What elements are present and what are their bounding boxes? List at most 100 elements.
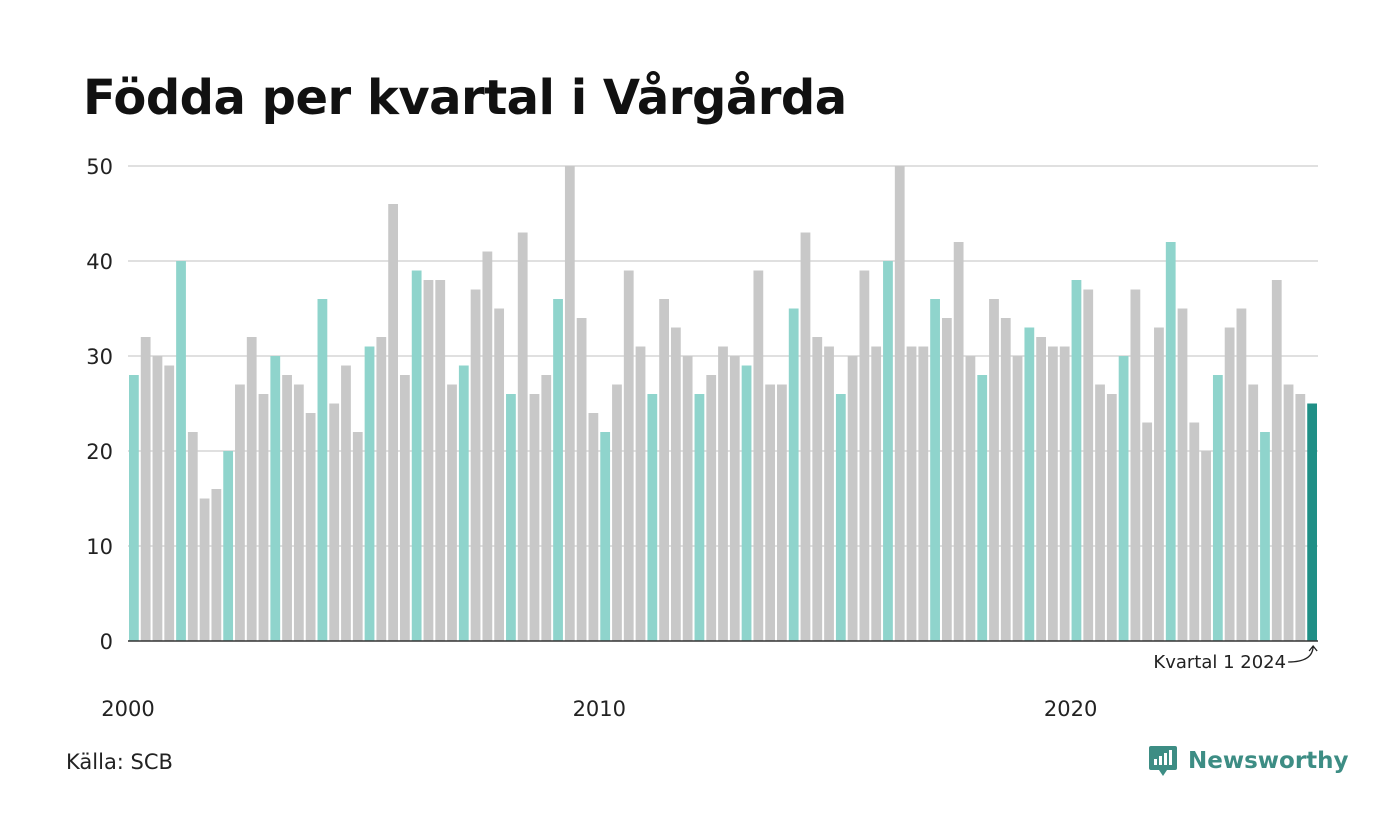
bar bbox=[1059, 346, 1070, 641]
bar bbox=[930, 299, 940, 641]
bar bbox=[1130, 289, 1141, 641]
bar bbox=[376, 337, 387, 641]
bars bbox=[129, 166, 1317, 641]
bar bbox=[588, 413, 599, 641]
bar bbox=[718, 346, 728, 641]
bar bbox=[529, 394, 540, 641]
newsworthy-logo-icon bbox=[1149, 746, 1177, 776]
x-tick-label: 2020 bbox=[1044, 697, 1097, 721]
bar bbox=[918, 346, 929, 641]
bar bbox=[682, 356, 693, 641]
bar bbox=[753, 270, 764, 641]
y-axis-ticks: 0 10 20 30 40 50 bbox=[86, 155, 113, 654]
bar bbox=[670, 327, 681, 641]
bar bbox=[1271, 280, 1282, 641]
bar bbox=[965, 356, 976, 641]
bar bbox=[270, 356, 281, 641]
bar bbox=[1295, 394, 1306, 641]
bar bbox=[176, 261, 186, 641]
bar bbox=[423, 280, 434, 641]
bar bbox=[246, 337, 257, 641]
bar bbox=[341, 365, 351, 641]
bar bbox=[282, 375, 292, 641]
bar bbox=[305, 413, 316, 641]
bar bbox=[1095, 384, 1105, 641]
bar bbox=[1106, 394, 1117, 641]
bar bbox=[152, 356, 163, 641]
bar bbox=[741, 365, 752, 641]
bar bbox=[223, 451, 234, 641]
bar bbox=[659, 299, 669, 641]
bar bbox=[729, 356, 740, 641]
bar bbox=[517, 232, 528, 641]
bar bbox=[482, 251, 493, 641]
bar bbox=[894, 166, 905, 641]
bar bbox=[1000, 318, 1011, 641]
bar bbox=[1024, 327, 1035, 641]
bar bbox=[164, 365, 175, 641]
bar bbox=[600, 432, 611, 641]
bar bbox=[1212, 375, 1223, 641]
bar bbox=[977, 375, 988, 641]
bar bbox=[129, 375, 139, 641]
bar bbox=[871, 346, 882, 641]
bar bbox=[352, 432, 363, 641]
annotation-arrow bbox=[1288, 644, 1318, 663]
bar bbox=[706, 375, 717, 641]
bar bbox=[140, 337, 151, 641]
bar bbox=[435, 280, 446, 641]
bar bbox=[694, 394, 705, 641]
x-tick-label: 2000 bbox=[101, 697, 154, 721]
y-tick-label: 0 bbox=[100, 630, 113, 654]
bar bbox=[1283, 384, 1294, 641]
bar bbox=[647, 394, 658, 641]
chart-title: Födda per kvartal i Vårgårda bbox=[83, 70, 847, 126]
bar-chart: 0 10 20 30 40 50 2000 2010 2020 Kvartal 1 2024 bbox=[86, 155, 1318, 721]
bar bbox=[989, 299, 999, 641]
annotation-label: Kvartal 1 2024 bbox=[1153, 652, 1286, 673]
bar bbox=[1036, 337, 1047, 641]
bar bbox=[1118, 356, 1129, 641]
bar bbox=[541, 375, 552, 641]
bar bbox=[494, 308, 505, 641]
bar bbox=[199, 498, 210, 641]
bar bbox=[458, 365, 469, 641]
bar bbox=[1177, 308, 1188, 641]
bar bbox=[364, 346, 375, 641]
bar bbox=[835, 394, 846, 641]
bar bbox=[187, 432, 198, 641]
bar bbox=[1201, 451, 1211, 641]
bar bbox=[812, 337, 823, 641]
bar bbox=[847, 356, 858, 641]
bar bbox=[329, 403, 340, 641]
bar bbox=[317, 299, 328, 641]
bar bbox=[941, 318, 952, 641]
y-tick-label: 20 bbox=[86, 440, 113, 464]
bar bbox=[788, 308, 799, 641]
bar bbox=[411, 270, 422, 641]
y-tick-label: 50 bbox=[86, 155, 113, 179]
bar bbox=[1083, 289, 1094, 641]
bar bbox=[1012, 356, 1023, 641]
bar bbox=[553, 299, 563, 641]
bar bbox=[1165, 242, 1176, 641]
bar bbox=[883, 261, 893, 641]
bar bbox=[1048, 346, 1058, 641]
bar bbox=[623, 270, 634, 641]
source-note: Källa: SCB bbox=[66, 750, 173, 774]
bar bbox=[1236, 308, 1247, 641]
bar bbox=[235, 384, 245, 641]
latest-annotation: Kvartal 1 2024 bbox=[1153, 644, 1318, 673]
bar bbox=[906, 346, 917, 641]
newsworthy-logo-text: Newsworthy bbox=[1188, 748, 1349, 774]
bar bbox=[506, 394, 516, 641]
bar bbox=[824, 346, 834, 641]
bar bbox=[388, 204, 398, 641]
newsworthy-logo: Newsworthy bbox=[1148, 744, 1349, 778]
bar bbox=[1154, 327, 1164, 641]
bar bbox=[1224, 327, 1235, 641]
bar bbox=[1142, 422, 1153, 641]
bar bbox=[470, 289, 481, 641]
bar bbox=[1189, 422, 1200, 641]
bar bbox=[211, 489, 222, 641]
